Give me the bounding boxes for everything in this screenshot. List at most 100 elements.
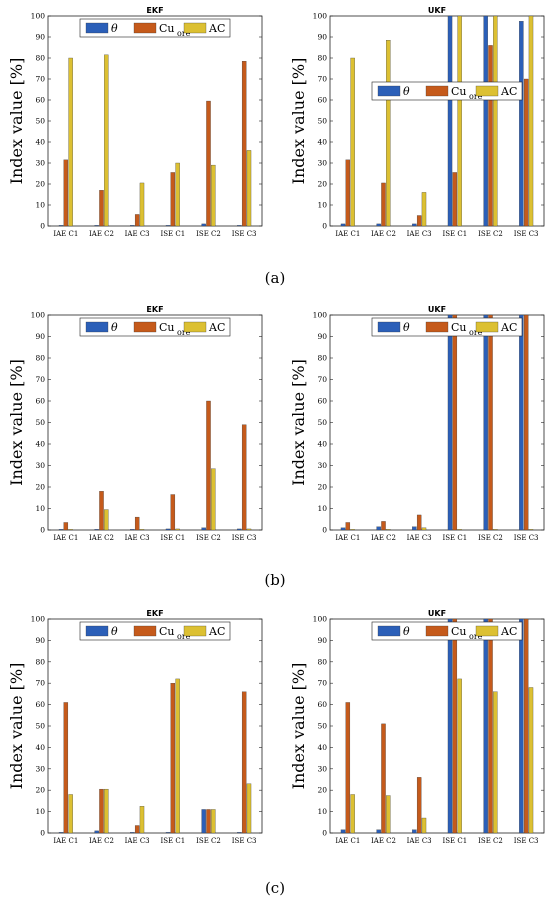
bar [68,794,73,834]
legend-swatch [475,321,499,333]
bar [58,529,64,531]
bar [165,832,171,834]
legend-label: AC [208,625,225,638]
legend-label: θ [111,625,118,638]
bar [139,529,145,531]
y-tick-label: 30 [317,764,327,773]
y-tick-label: 80 [317,657,327,666]
legend-label: AC [208,22,225,35]
x-tick-label: ISE C2 [478,230,503,238]
bar [165,225,171,227]
bar [350,794,355,834]
y-tick-label: 70 [35,375,45,384]
bar [139,806,145,834]
y-tick-label: 50 [317,117,327,126]
x-tick-label: IAE C1 [335,837,360,845]
bar [99,491,104,531]
y-tick-label: 10 [317,807,327,816]
x-tick-label: ISE C1 [160,534,185,542]
bar [523,618,529,834]
bar [130,225,135,227]
legend-label: Cu [451,85,467,98]
y-tick-label: 80 [35,54,45,63]
legend-label: θ [111,321,118,334]
x-tick-label: ISE C3 [514,534,539,542]
y-tick-label: 30 [317,159,327,168]
bar [350,529,355,531]
bar [206,400,211,531]
panel-label-c: (c) [265,879,285,897]
legend-subscript: ore [177,632,191,641]
y-tick-label: 100 [31,311,46,320]
bar [206,809,211,834]
bar [165,528,171,531]
y-tick-label: 70 [35,75,45,84]
x-tick-label: ISE C3 [514,230,539,238]
bar [237,832,242,834]
bar [130,832,135,834]
bar [175,528,180,531]
bar [104,54,109,227]
legend-swatch [377,85,401,97]
x-tick-label: ISE C1 [442,837,467,845]
y-tick-label: 70 [317,75,327,84]
bar [452,618,458,834]
bar [246,783,252,834]
x-tick-label: IAE C2 [89,230,114,238]
legend-swatch [425,321,449,333]
panel-label-a: (a) [265,269,286,287]
legend-label: θ [111,22,118,35]
bar [519,618,524,834]
y-tick-label: 10 [35,807,45,816]
bar [340,527,346,531]
bar [345,159,351,227]
legend: θ Cu ore AC [371,317,523,337]
legend: θ Cu ore AC [79,317,231,337]
chart-title: UKF [428,609,446,618]
bar [206,100,211,227]
bar [493,15,498,227]
bar [528,687,534,834]
legend-swatch [377,321,401,333]
y-tick-label: 90 [317,33,327,42]
y-tick-label: 20 [317,786,327,795]
bar [483,15,488,227]
x-tick-label: IAE C3 [125,837,150,845]
y-tick-label: 90 [317,636,327,645]
legend-swatch [425,85,449,97]
legend-swatch [183,321,207,333]
y-tick-label: 0 [40,829,45,838]
axes-frame [47,618,263,834]
y-tick-label: 40 [317,440,327,449]
x-tick-label: ISE C2 [478,534,503,542]
legend-label: AC [500,625,517,638]
chart-title: UKF [428,6,446,15]
x-tick-label: IAE C2 [371,534,396,542]
y-tick-label: 50 [35,418,45,427]
bar [386,529,391,531]
legend-label: AC [500,85,517,98]
bar [340,223,346,227]
bar [483,618,488,834]
bar [94,830,99,834]
y-tick-label: 80 [35,354,45,363]
bar [241,691,247,834]
y-tick-label: 50 [35,722,45,731]
y-tick-label: 100 [313,615,328,624]
x-tick-label: IAE C1 [335,230,360,238]
y-tick-label: 80 [35,657,45,666]
chart-title: EKF [146,609,163,618]
y-tick-label: 20 [35,180,45,189]
y-tick-label: 30 [35,764,45,773]
y-tick-label: 10 [317,504,327,513]
legend-subscript: ore [177,29,191,38]
y-tick-label: 60 [35,96,45,105]
legend-subscript: ore [177,328,191,337]
legend-swatch [475,625,499,637]
chart-ukf-a: UKF 0 10 20 30 40 50 60 70 80 90 100 Index value [%]… [289,6,545,238]
bar [211,164,216,227]
y-tick-label: 30 [35,461,45,470]
x-tick-label: ISE C3 [232,837,257,845]
bar [416,514,422,531]
bar [58,225,64,227]
